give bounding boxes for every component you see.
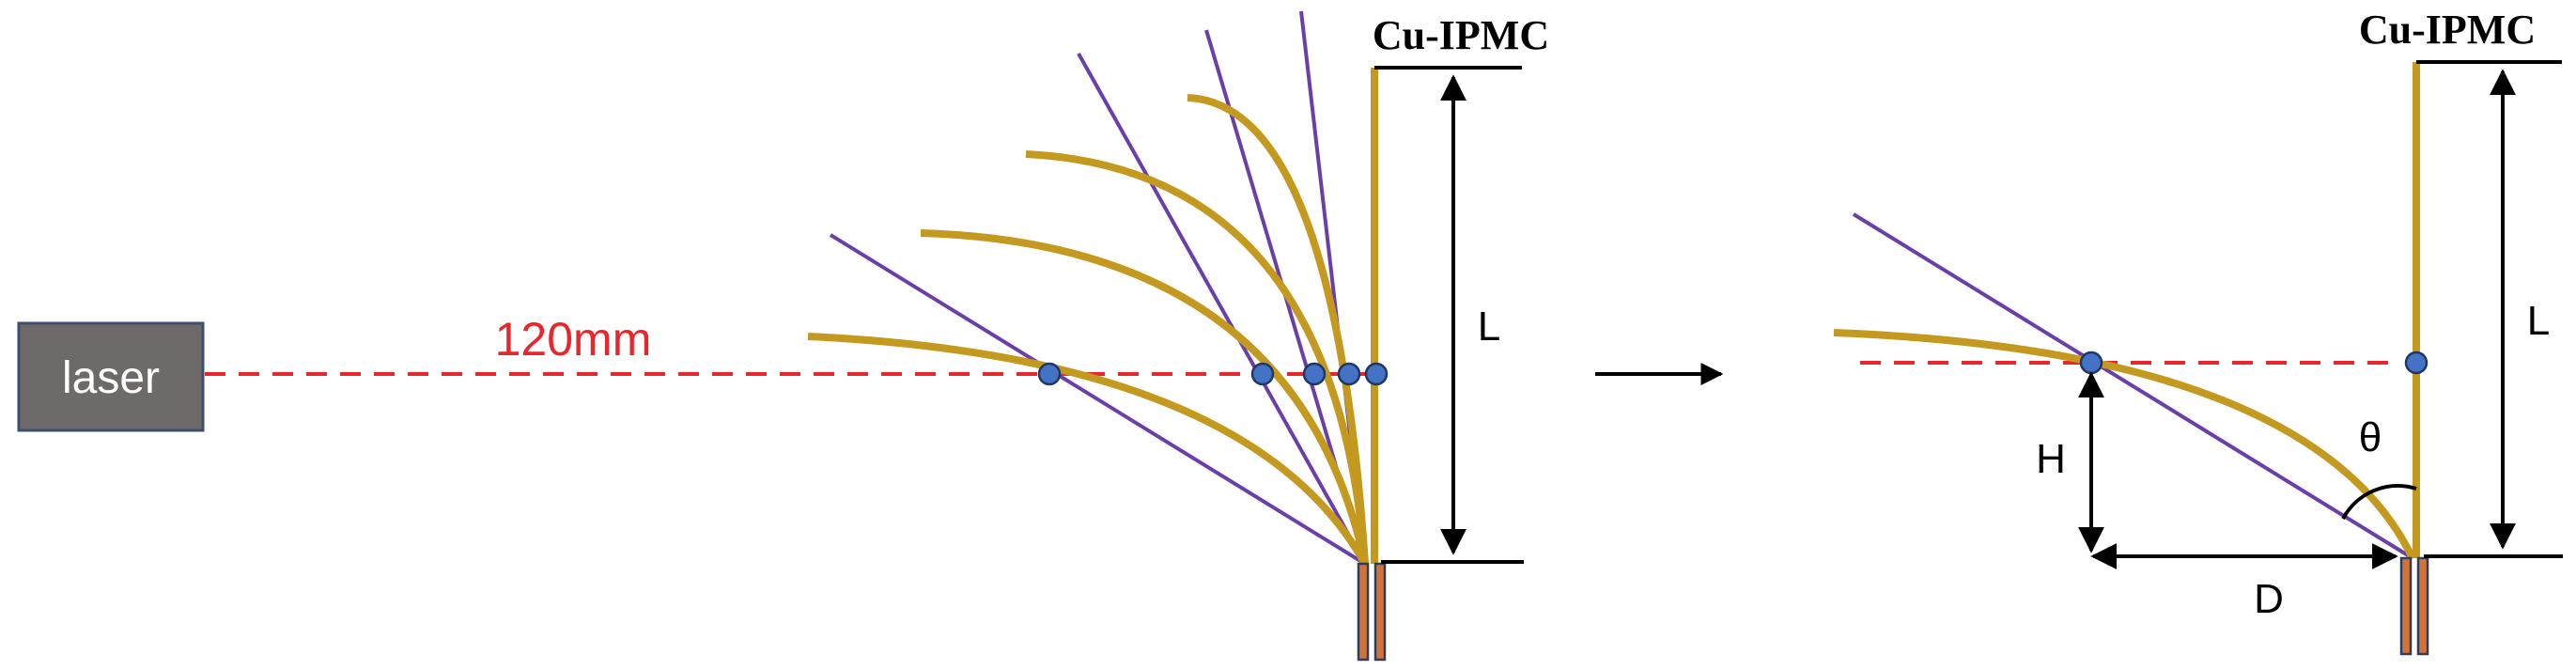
bent-strips bbox=[807, 68, 1378, 566]
beam-intersection-dots bbox=[1037, 362, 1389, 386]
intersection-dot bbox=[1302, 362, 1327, 386]
bent-strip bbox=[1833, 329, 2416, 560]
intersection-dot bbox=[1364, 362, 1389, 386]
intersection-dot bbox=[1037, 362, 1062, 386]
angle-label: θ bbox=[2359, 414, 2382, 460]
left-panel: 120mm bbox=[205, 10, 1549, 662]
right-panel: L Cu-IPMC H D θ bbox=[1833, 7, 2563, 656]
length-label: L bbox=[2527, 298, 2550, 344]
sample-label: Cu-IPMC bbox=[1373, 12, 1549, 58]
bent-strip bbox=[1025, 150, 1369, 565]
clamp bbox=[2399, 556, 2429, 656]
laser-label: laser bbox=[62, 353, 160, 403]
length-label: L bbox=[1478, 304, 1500, 350]
clamp-plate bbox=[2416, 556, 2429, 656]
height-label: H bbox=[2036, 436, 2066, 482]
tangent-line bbox=[1852, 212, 2414, 560]
intersection-dot bbox=[2079, 351, 2103, 375]
displacement-label: D bbox=[2254, 576, 2284, 622]
tangent-line bbox=[829, 233, 1367, 566]
clamp-plate bbox=[1357, 562, 1370, 662]
sample-label: Cu-IPMC bbox=[2359, 7, 2536, 53]
clamp bbox=[1357, 562, 1387, 662]
intersection-dot bbox=[1337, 362, 1361, 386]
laser-box bbox=[17, 321, 205, 432]
clamp-plate bbox=[1373, 562, 1387, 662]
laser-source: laser bbox=[17, 321, 205, 432]
distance-label: 120mm bbox=[495, 313, 652, 366]
bent-strip bbox=[807, 333, 1369, 566]
tangent-line bbox=[1077, 53, 1367, 565]
bent-strip bbox=[920, 229, 1369, 565]
reference-dot bbox=[2404, 351, 2429, 375]
intersection-dot bbox=[1250, 362, 1275, 386]
angle-arc bbox=[2341, 483, 2417, 520]
bent-strip bbox=[1187, 94, 1369, 565]
clamp-plate bbox=[2399, 556, 2413, 656]
